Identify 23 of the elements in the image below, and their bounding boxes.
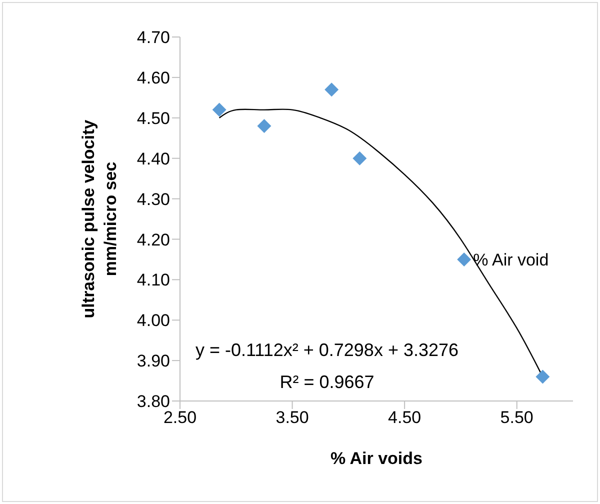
y-tick-label: 4.70 xyxy=(136,28,170,48)
y-tick-label: 4.30 xyxy=(136,190,170,209)
point xyxy=(352,151,367,166)
x-axis-title: % Air voids xyxy=(330,449,422,468)
x-tick-label: 3.50 xyxy=(276,408,309,428)
y-tick-label: 4.20 xyxy=(136,230,170,250)
annotation: R² = 0.9667 xyxy=(278,372,376,393)
y-tick-label: 4.50 xyxy=(136,108,170,128)
annotation: y = -0.1112x² + 0.7298x + 3.3276 xyxy=(195,340,459,360)
series-label: % Air void xyxy=(473,250,549,270)
y-tick-label: 4.40 xyxy=(136,149,170,168)
x-tick-label: 4.50 xyxy=(388,408,422,428)
y-tick-label: 4.00 xyxy=(136,311,170,330)
point xyxy=(457,252,472,266)
y-axis-title: ultrasonic pulse velocity mm/micro sec xyxy=(78,120,121,318)
y-tick-label: 3.90 xyxy=(136,352,170,371)
y-tick-label: 4.60 xyxy=(136,68,170,88)
x-tick-label: 5.50 xyxy=(500,408,534,428)
point xyxy=(212,102,226,117)
point xyxy=(324,82,339,97)
y-tick-label: 4.10 xyxy=(136,270,170,290)
point xyxy=(536,370,550,384)
point xyxy=(257,118,272,133)
